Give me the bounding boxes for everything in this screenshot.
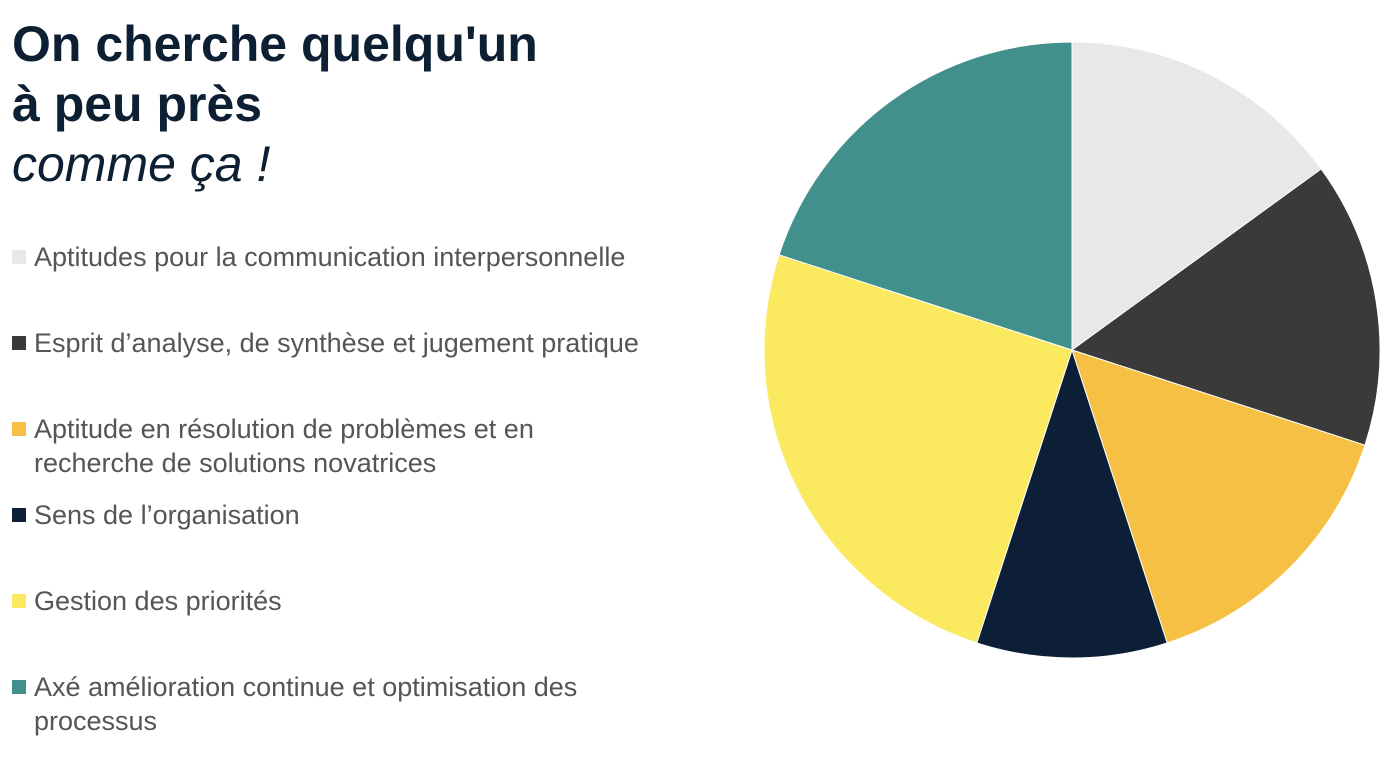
pie-slice-4 [976, 348, 1168, 659]
legend-swatch-4 [12, 508, 26, 522]
page-title-line-2: à peu près [12, 76, 263, 132]
legend-swatch-5 [12, 594, 26, 608]
legend-label-4: Sens de l’organisation [34, 500, 300, 530]
legend-swatch-2 [12, 336, 26, 350]
legend-label-3: Aptitude en résolution de problèmes et e… [34, 414, 534, 478]
legend-label-2: Esprit d’analyse, de synthèse et jugemen… [34, 328, 639, 358]
legend-swatch-3 [12, 422, 26, 436]
pie-slice-3 [1071, 349, 1366, 644]
legend-swatch-6 [12, 680, 26, 694]
legend-swatch-1 [12, 250, 26, 264]
page-title-line-1: On cherche quelqu'un [12, 16, 538, 72]
legend-label-1: Aptitudes pour la communication interper… [34, 242, 626, 272]
pie-slice-6 [778, 41, 1073, 351]
pie-slice-2 [1070, 168, 1381, 446]
pie-chart-area [740, 20, 1400, 700]
pie-chart [763, 41, 1381, 659]
pie-slice-1 [1071, 41, 1322, 351]
pie-slice-5 [763, 254, 1073, 644]
legend-label-5: Gestion des priorités [34, 586, 282, 616]
page-title-line-3: comme ça ! [12, 136, 271, 192]
legend-label-6: Axé amélioration continue et optimisatio… [34, 672, 578, 736]
title-block: On cherche quelqu'un à peu près comme ça… [12, 14, 538, 194]
